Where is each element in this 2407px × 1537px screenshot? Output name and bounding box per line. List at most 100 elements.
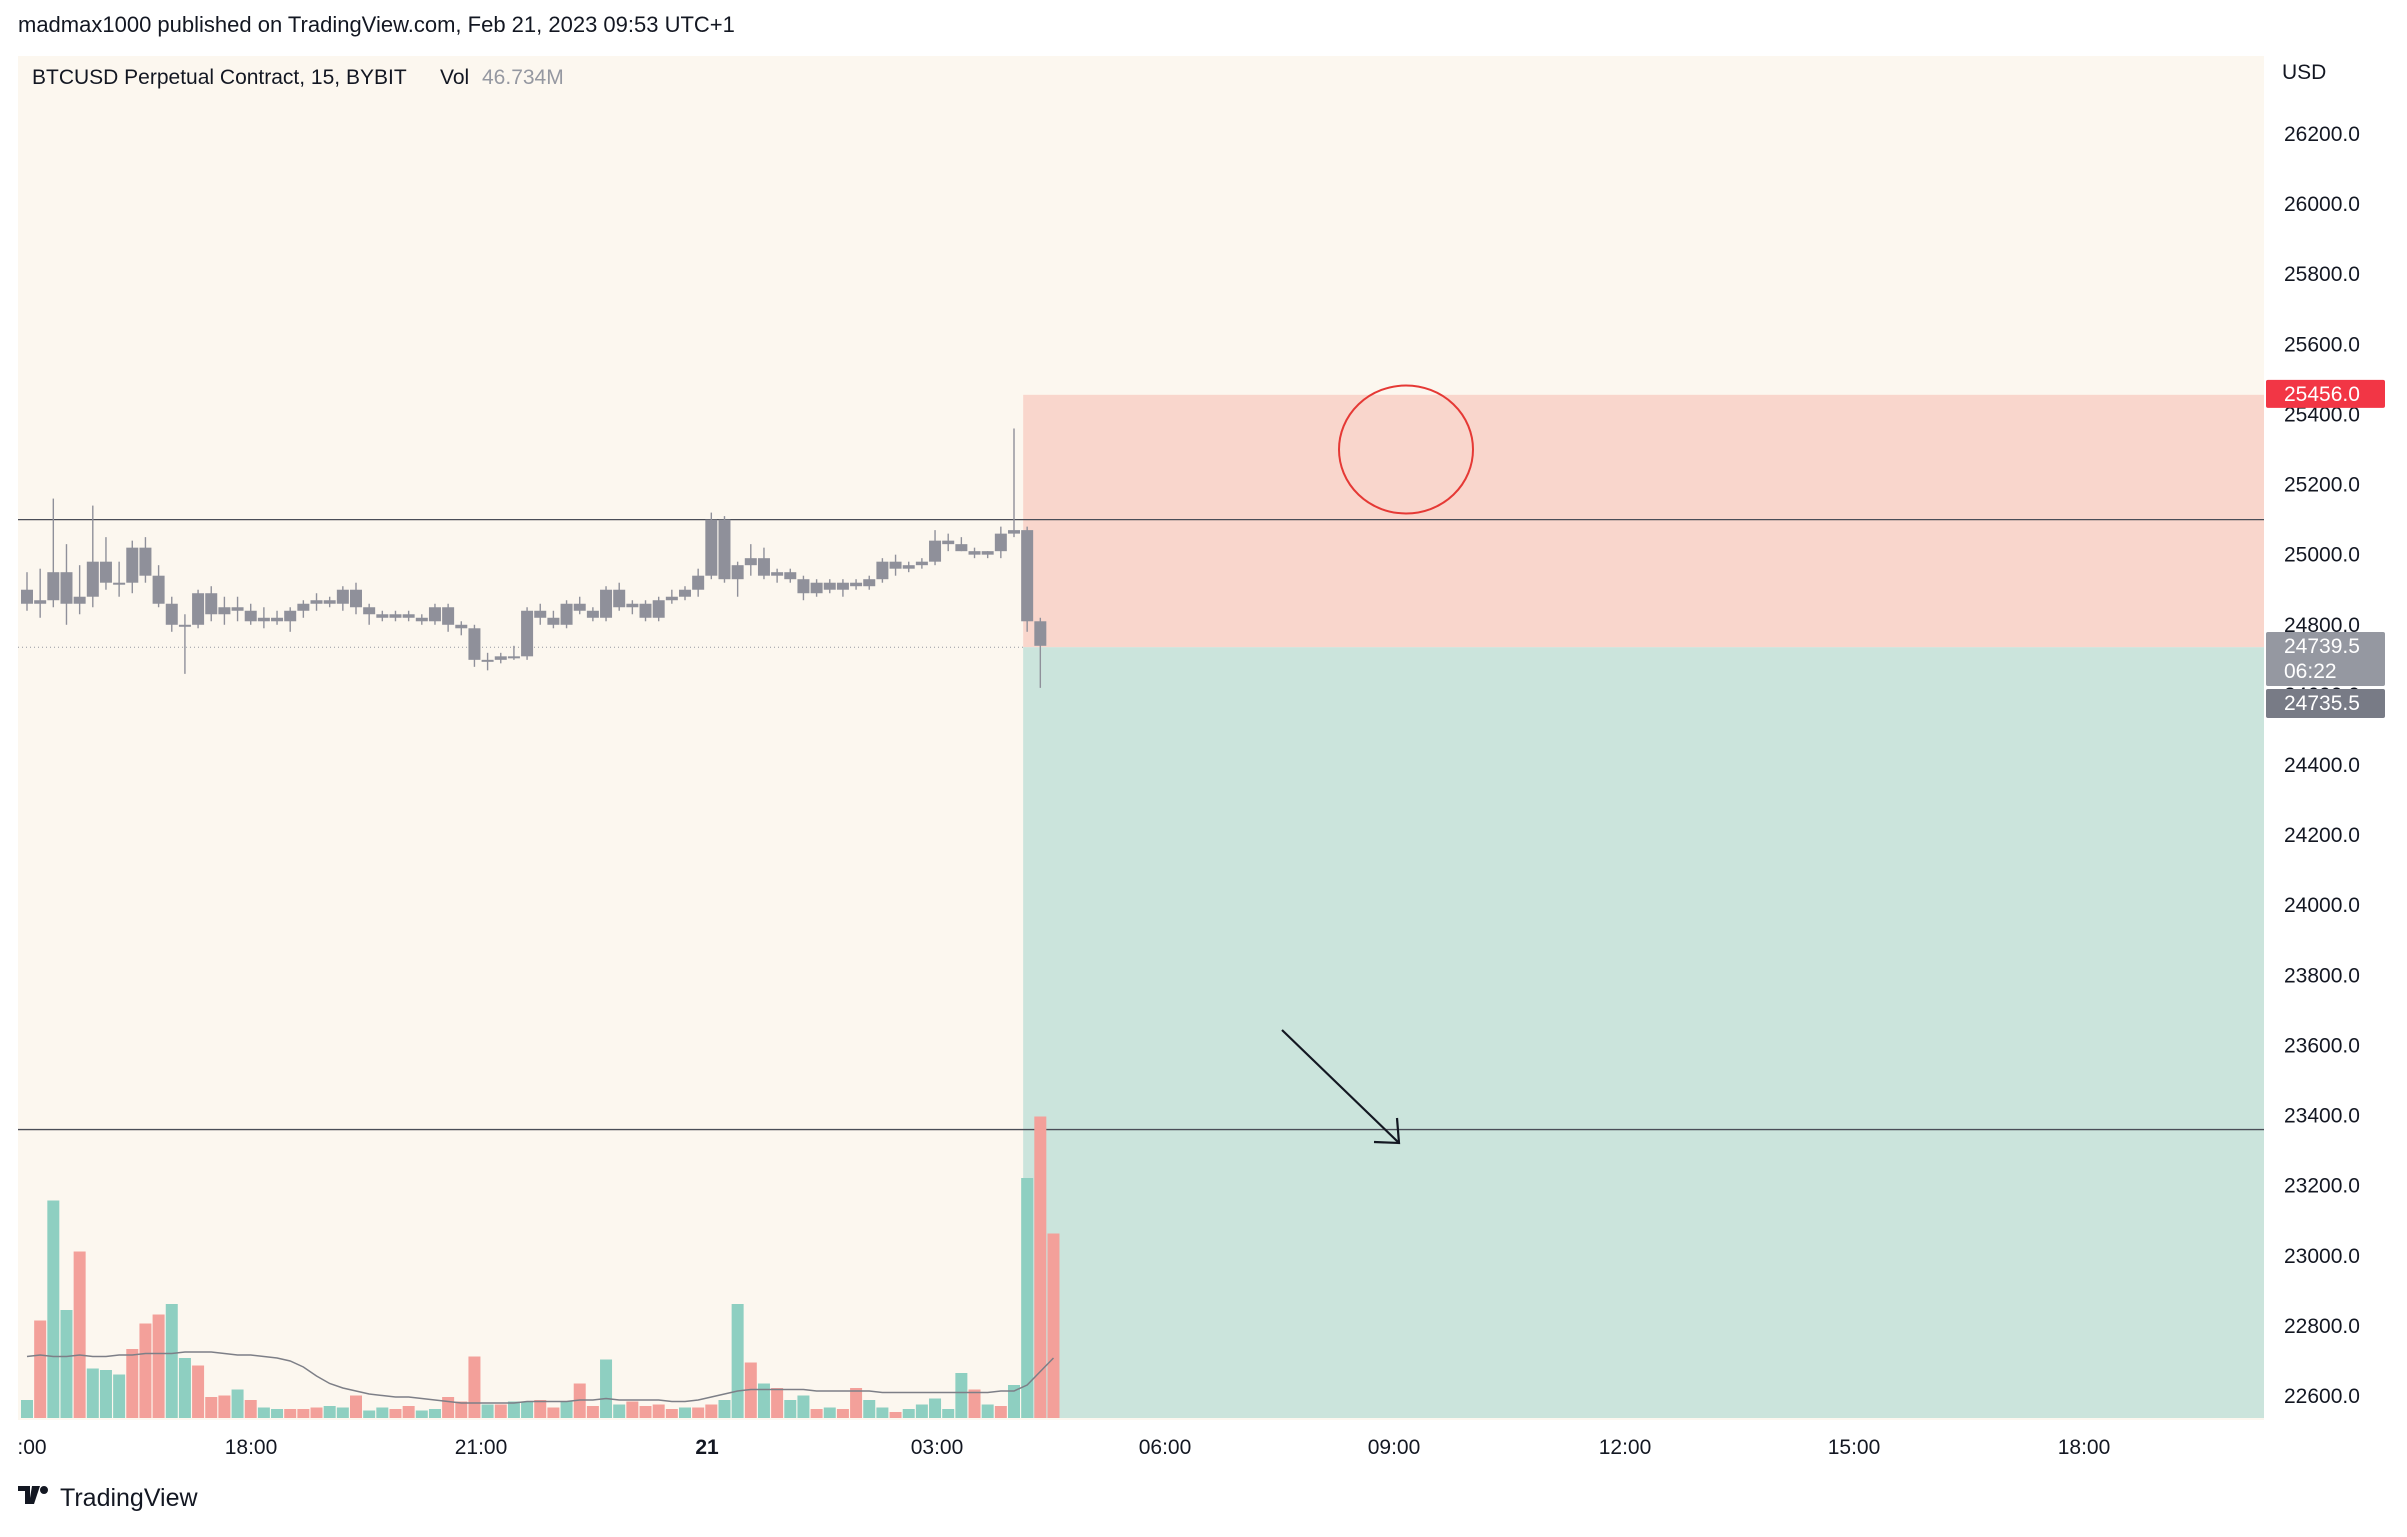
- candle[interactable]: [205, 586, 218, 622]
- candle-body: [994, 533, 1007, 552]
- candle[interactable]: [47, 498, 60, 608]
- candle[interactable]: [639, 600, 652, 622]
- candle[interactable]: [652, 596, 665, 622]
- candle[interactable]: [560, 600, 573, 629]
- target-price-tag-text: 25456.0: [2284, 383, 2360, 406]
- candle[interactable]: [718, 516, 731, 583]
- candle[interactable]: [389, 610, 402, 622]
- candle[interactable]: [823, 579, 836, 594]
- candle[interactable]: [113, 561, 126, 597]
- arrow-line[interactable]: [1281, 1029, 1399, 1143]
- candle[interactable]: [310, 593, 323, 611]
- candle[interactable]: [507, 645, 520, 660]
- candle[interactable]: [994, 526, 1007, 559]
- candle[interactable]: [1021, 526, 1034, 632]
- candle[interactable]: [152, 565, 165, 608]
- candle[interactable]: [731, 561, 744, 597]
- candle-body: [863, 579, 876, 587]
- candle[interactable]: [942, 533, 955, 552]
- candle[interactable]: [613, 582, 626, 611]
- candle[interactable]: [836, 579, 849, 597]
- x-tick-label: 12:00: [1599, 1436, 1652, 1459]
- candle[interactable]: [863, 575, 876, 590]
- candle[interactable]: [257, 607, 270, 629]
- candle-body: [731, 565, 744, 580]
- candle[interactable]: [455, 621, 468, 636]
- candle-body: [876, 561, 889, 580]
- candle[interactable]: [494, 652, 507, 664]
- volume-bar: [547, 1407, 560, 1418]
- candle[interactable]: [350, 582, 362, 615]
- candle[interactable]: [323, 596, 336, 608]
- candle[interactable]: [428, 603, 441, 625]
- volume-bar: [771, 1388, 784, 1418]
- tradingview-brand[interactable]: TradingView: [60, 1484, 198, 1512]
- candle[interactable]: [60, 544, 73, 625]
- candle[interactable]: [192, 589, 205, 629]
- candle[interactable]: [415, 614, 428, 625]
- candle[interactable]: [73, 565, 86, 615]
- candle[interactable]: [521, 607, 534, 660]
- candle[interactable]: [284, 607, 297, 632]
- candle[interactable]: [586, 607, 599, 622]
- candle[interactable]: [1034, 617, 1047, 688]
- candle[interactable]: [218, 596, 231, 625]
- candle[interactable]: [929, 530, 942, 566]
- candle[interactable]: [679, 586, 691, 601]
- candle[interactable]: [902, 561, 915, 573]
- candle[interactable]: [797, 575, 810, 601]
- candle[interactable]: [336, 586, 349, 611]
- candle[interactable]: [21, 572, 33, 611]
- candle[interactable]: [165, 596, 178, 632]
- candle[interactable]: [889, 554, 902, 576]
- candle[interactable]: [34, 568, 47, 618]
- candle[interactable]: [126, 540, 139, 594]
- candle[interactable]: [810, 579, 823, 597]
- candle[interactable]: [915, 558, 928, 569]
- candle[interactable]: [534, 603, 547, 625]
- candle[interactable]: [402, 610, 415, 622]
- candle[interactable]: [271, 610, 284, 625]
- candle[interactable]: [705, 512, 718, 580]
- candle[interactable]: [244, 603, 257, 625]
- candle[interactable]: [981, 551, 994, 559]
- current-price-tag: 24739.506:22: [2266, 632, 2385, 686]
- candle[interactable]: [850, 579, 863, 590]
- candle[interactable]: [968, 547, 981, 559]
- candle[interactable]: [481, 652, 494, 671]
- candle[interactable]: [178, 614, 191, 674]
- volume-bar: [468, 1356, 481, 1418]
- candle[interactable]: [376, 610, 389, 622]
- candle[interactable]: [692, 568, 705, 597]
- candle[interactable]: [757, 547, 770, 580]
- highlight-circle[interactable]: [1338, 384, 1474, 515]
- volume-bar: [850, 1388, 863, 1418]
- candle[interactable]: [600, 586, 613, 622]
- candle[interactable]: [665, 589, 678, 604]
- candle[interactable]: [876, 558, 889, 583]
- candle-body: [415, 617, 428, 622]
- candle[interactable]: [744, 544, 757, 576]
- volume-bar: [34, 1320, 47, 1418]
- candle[interactable]: [139, 537, 152, 583]
- candle[interactable]: [771, 568, 784, 583]
- candle[interactable]: [231, 596, 244, 622]
- candle[interactable]: [297, 600, 310, 618]
- candle[interactable]: [626, 600, 639, 615]
- candle[interactable]: [86, 505, 99, 608]
- candle[interactable]: [955, 537, 968, 552]
- candle[interactable]: [442, 603, 455, 632]
- candle[interactable]: [468, 624, 481, 667]
- candle[interactable]: [1008, 428, 1020, 538]
- y-tick-label: 24000.0: [2284, 894, 2360, 917]
- candle[interactable]: [547, 610, 560, 629]
- candle-body: [139, 547, 152, 576]
- candle[interactable]: [573, 596, 586, 615]
- candle[interactable]: [784, 568, 797, 583]
- candle[interactable]: [99, 537, 112, 590]
- volume-bar: [297, 1409, 310, 1418]
- candle[interactable]: [363, 603, 376, 625]
- volume-bar: [521, 1401, 534, 1418]
